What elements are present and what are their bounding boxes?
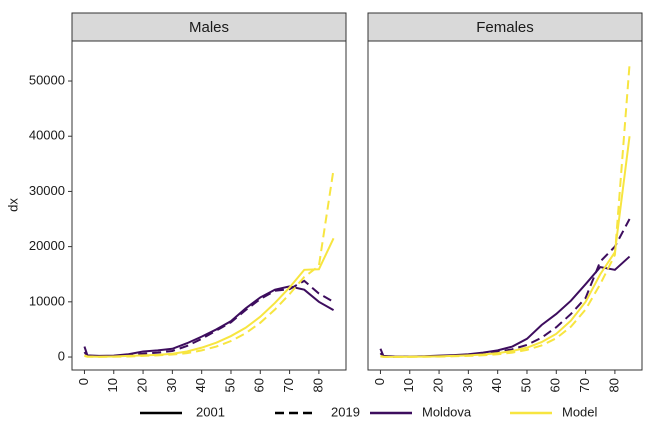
y-tick-label: 40000 xyxy=(29,128,65,143)
x-tick-label: 10 xyxy=(401,378,416,392)
x-tick-label: 80 xyxy=(606,378,621,392)
y-tick-label: 10000 xyxy=(29,293,65,308)
y-axis-label: dx xyxy=(5,198,20,212)
legend-label: Moldova xyxy=(422,404,472,419)
panel-background xyxy=(368,41,642,370)
series-line xyxy=(380,64,631,358)
x-tick-label: 0 xyxy=(76,378,91,385)
panel-border xyxy=(367,40,643,371)
facet-title: Females xyxy=(476,19,534,36)
panel-background xyxy=(72,41,346,370)
x-tick-label: 60 xyxy=(548,378,563,392)
legend-label: 2001 xyxy=(196,404,225,419)
x-tick-label: 10 xyxy=(105,378,120,392)
x-tick-label: 30 xyxy=(164,378,179,392)
panel-border xyxy=(71,40,347,371)
series-line xyxy=(84,169,335,358)
facet-strip xyxy=(367,12,643,42)
y-tick-label: 0 xyxy=(58,348,65,363)
x-tick-label: 60 xyxy=(252,378,267,392)
legend-label: Model xyxy=(562,404,598,419)
x-tick-label: 80 xyxy=(310,378,325,392)
y-tick-label: 50000 xyxy=(29,72,65,87)
y-tick-label: 20000 xyxy=(29,238,65,253)
x-tick-label: 20 xyxy=(135,378,150,392)
x-tick-label: 0 xyxy=(372,378,387,385)
x-tick-label: 40 xyxy=(489,378,504,392)
x-tick-label: 70 xyxy=(577,378,592,392)
x-tick-label: 30 xyxy=(460,378,475,392)
facet-title: Males xyxy=(189,19,229,36)
y-tick-label: 30000 xyxy=(29,183,65,198)
legend-label: 2019 xyxy=(331,404,360,419)
facet-strip xyxy=(71,12,347,42)
x-tick-label: 20 xyxy=(431,378,446,392)
x-tick-label: 50 xyxy=(222,378,237,392)
x-tick-label: 50 xyxy=(518,378,533,392)
x-tick-label: 70 xyxy=(281,378,296,392)
x-tick-label: 40 xyxy=(193,378,208,392)
